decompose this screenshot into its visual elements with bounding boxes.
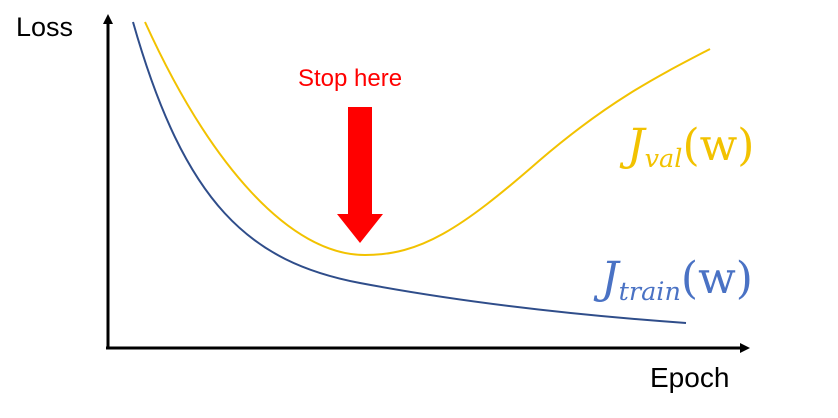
stop-arrow-icon xyxy=(337,107,383,243)
val-curve-label: Jval(w) xyxy=(627,120,755,175)
y-axis-label: Loss xyxy=(16,12,74,42)
train-label-main: J xyxy=(601,253,619,304)
train-curve-label: Jtrain(w) xyxy=(601,253,753,308)
train-label-arg: (w) xyxy=(680,253,753,304)
val-label-sub: val xyxy=(644,144,683,175)
val-loss-curve xyxy=(144,21,711,257)
train-loss-curve xyxy=(132,21,687,324)
x-axis-label: Epoch xyxy=(650,362,730,393)
val-label-main: J xyxy=(627,120,645,171)
stop-here-label: Stop here xyxy=(298,65,403,92)
val-label-arg: (w) xyxy=(682,120,755,171)
train-label-sub: train xyxy=(618,277,681,308)
